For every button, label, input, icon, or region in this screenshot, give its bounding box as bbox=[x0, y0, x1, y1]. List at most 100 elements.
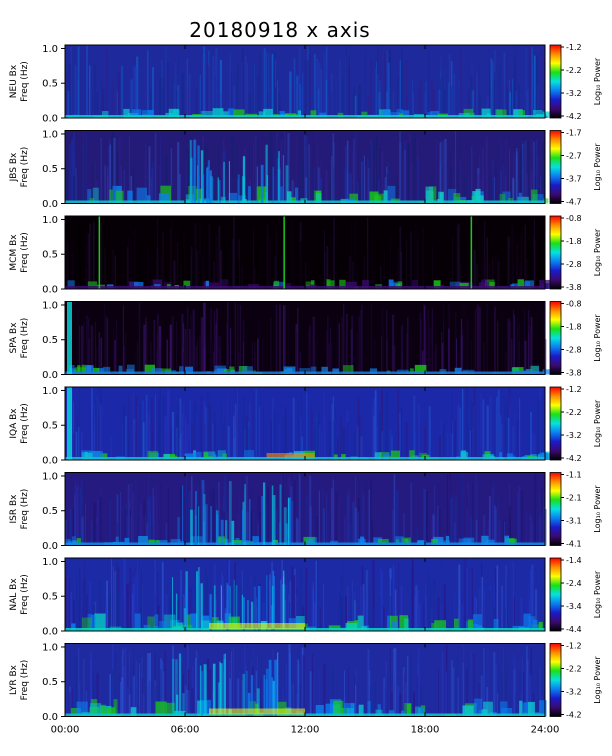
noise-streak bbox=[188, 154, 189, 204]
noise-streak bbox=[331, 342, 333, 375]
noise-streak bbox=[138, 656, 140, 717]
noise-streak bbox=[75, 431, 78, 460]
noise-streak bbox=[346, 140, 349, 204]
noise-streak bbox=[348, 487, 350, 546]
noise-streak bbox=[166, 582, 168, 631]
noise-streak bbox=[463, 558, 467, 631]
noise-streak bbox=[325, 170, 328, 204]
noise-streak bbox=[525, 510, 527, 546]
noise-streak bbox=[195, 346, 198, 375]
low-frequency-band bbox=[87, 281, 98, 289]
noise-streak bbox=[391, 436, 393, 460]
noise-streak bbox=[370, 304, 372, 375]
noise-streak bbox=[111, 669, 114, 717]
noise-streak bbox=[209, 669, 212, 717]
noise-streak bbox=[473, 70, 476, 118]
noise-streak bbox=[487, 95, 489, 118]
low-frequency-band bbox=[67, 280, 75, 289]
noise-streak bbox=[377, 239, 379, 289]
noise-streak bbox=[353, 431, 355, 460]
station-label: MCM Bx bbox=[9, 234, 19, 271]
noise-streak bbox=[543, 302, 545, 375]
noise-streak bbox=[108, 595, 110, 631]
low-frequency-band bbox=[481, 108, 491, 118]
noise-streak bbox=[355, 684, 357, 717]
noise-streak bbox=[237, 513, 239, 546]
low-frequency-band bbox=[76, 538, 81, 546]
noise-streak bbox=[308, 252, 310, 289]
noise-streak bbox=[513, 597, 515, 631]
noise-streak bbox=[83, 658, 85, 717]
burst-streak bbox=[235, 585, 238, 631]
noise-streak bbox=[519, 261, 521, 289]
low-frequency-band bbox=[530, 189, 538, 204]
noise-streak bbox=[339, 421, 342, 460]
noise-streak bbox=[122, 346, 125, 375]
burst-streak bbox=[195, 515, 197, 546]
noise-streak bbox=[347, 667, 350, 717]
noise-streak bbox=[131, 482, 133, 546]
colorbar-label: Log₁₀ Power bbox=[593, 399, 602, 447]
low-frequency-band bbox=[136, 187, 147, 204]
noise-streak bbox=[101, 82, 103, 118]
noise-streak bbox=[527, 241, 530, 289]
low-frequency-band bbox=[97, 368, 104, 375]
noise-streak bbox=[455, 131, 457, 204]
noise-streak bbox=[281, 560, 283, 631]
noise-streak bbox=[396, 490, 399, 546]
low-frequency-band bbox=[87, 189, 92, 204]
noise-streak bbox=[118, 343, 119, 375]
noise-streak bbox=[445, 567, 447, 631]
noise-streak bbox=[83, 131, 84, 204]
noise-streak bbox=[371, 520, 374, 546]
burst-streak bbox=[242, 673, 246, 717]
noise-streak bbox=[188, 690, 190, 717]
low-frequency-band bbox=[532, 619, 538, 631]
noise-streak bbox=[199, 334, 202, 375]
low-frequency-band bbox=[138, 536, 148, 546]
noise-streak bbox=[162, 231, 164, 289]
colorbar-tick-label: -1.1 bbox=[566, 471, 582, 480]
noise-streak bbox=[385, 390, 388, 460]
noise-streak bbox=[385, 91, 388, 118]
noise-streak bbox=[95, 181, 98, 204]
noise-streak bbox=[428, 51, 430, 118]
noise-streak bbox=[165, 69, 169, 118]
noise-streak bbox=[481, 647, 483, 717]
noise-streak bbox=[104, 606, 107, 631]
burst-streak bbox=[289, 653, 291, 717]
noise-streak bbox=[524, 340, 527, 375]
noise-streak bbox=[229, 53, 231, 118]
noise-streak bbox=[513, 669, 516, 717]
noise-streak bbox=[341, 316, 343, 375]
colorbar-tick-label: -3.2 bbox=[566, 688, 582, 697]
noise-streak bbox=[503, 63, 506, 118]
colorbar-label: Log₁₀ Power bbox=[593, 228, 602, 276]
noise-streak bbox=[533, 219, 535, 289]
noise-streak bbox=[336, 676, 338, 717]
noise-streak bbox=[246, 416, 248, 460]
noise-streak bbox=[512, 426, 514, 460]
noise-streak bbox=[405, 422, 408, 460]
noise-streak bbox=[397, 248, 399, 289]
noise-streak bbox=[237, 389, 239, 460]
noise-streak bbox=[299, 241, 302, 289]
noise-streak bbox=[341, 596, 343, 631]
noise-streak bbox=[441, 419, 442, 460]
burst-streak bbox=[175, 593, 178, 631]
noise-streak bbox=[458, 77, 460, 118]
y-tick-label: 0.0 bbox=[42, 199, 58, 210]
noise-streak bbox=[351, 148, 353, 204]
noise-streak bbox=[432, 246, 434, 289]
noise-streak bbox=[104, 304, 105, 375]
noise-streak bbox=[177, 405, 180, 460]
low-frequency-band bbox=[81, 617, 92, 631]
noise-streak bbox=[495, 663, 497, 717]
noise-streak bbox=[93, 670, 94, 717]
noise-streak bbox=[95, 347, 98, 375]
noise-streak bbox=[270, 132, 273, 204]
noise-streak bbox=[191, 333, 193, 375]
noise-streak bbox=[500, 139, 502, 204]
noise-streak bbox=[422, 227, 425, 289]
noise-streak bbox=[336, 600, 339, 631]
